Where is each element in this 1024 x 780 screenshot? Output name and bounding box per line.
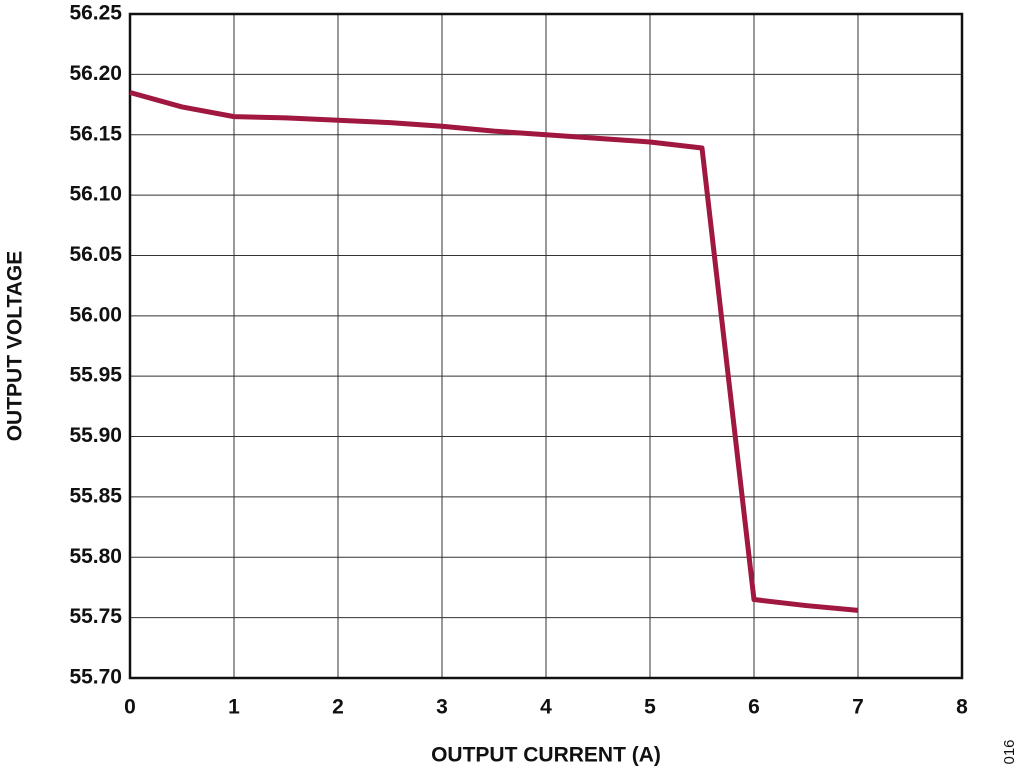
x-tick-label: 6 — [748, 696, 760, 719]
x-tick-label: 1 — [228, 696, 240, 719]
x-tick-label: 4 — [540, 696, 552, 719]
x-tick-label: 3 — [436, 696, 448, 719]
y-tick-label: 55.70 — [69, 666, 122, 689]
y-tick-label: 55.75 — [69, 605, 122, 628]
y-tick-label: 56.15 — [69, 122, 122, 145]
figure-id: 016 — [1001, 739, 1018, 764]
x-tick-label: 5 — [644, 696, 656, 719]
x-tick-label: 8 — [956, 696, 968, 719]
y-tick-label: 56.00 — [69, 303, 122, 326]
y-tick-label: 56.25 — [69, 2, 122, 25]
y-tick-label: 55.95 — [69, 364, 122, 387]
y-axis-title: OUTPUT VOLTAGE — [4, 251, 27, 442]
x-tick-label: 7 — [852, 696, 864, 719]
y-tick-label: 56.10 — [69, 183, 122, 206]
y-tick-label: 55.80 — [69, 545, 122, 568]
data-line — [129, 90, 859, 613]
y-tick-label: 56.20 — [69, 62, 122, 85]
plot-frame — [128, 12, 964, 680]
y-tick-label: 55.90 — [69, 424, 122, 447]
x-tick-label: 0 — [124, 696, 136, 719]
y-tick-label: 56.05 — [69, 243, 122, 266]
y-tick-label: 55.85 — [69, 484, 122, 507]
x-axis-title: OUTPUT CURRENT (A) — [431, 744, 661, 767]
x-tick-label: 2 — [332, 696, 344, 719]
